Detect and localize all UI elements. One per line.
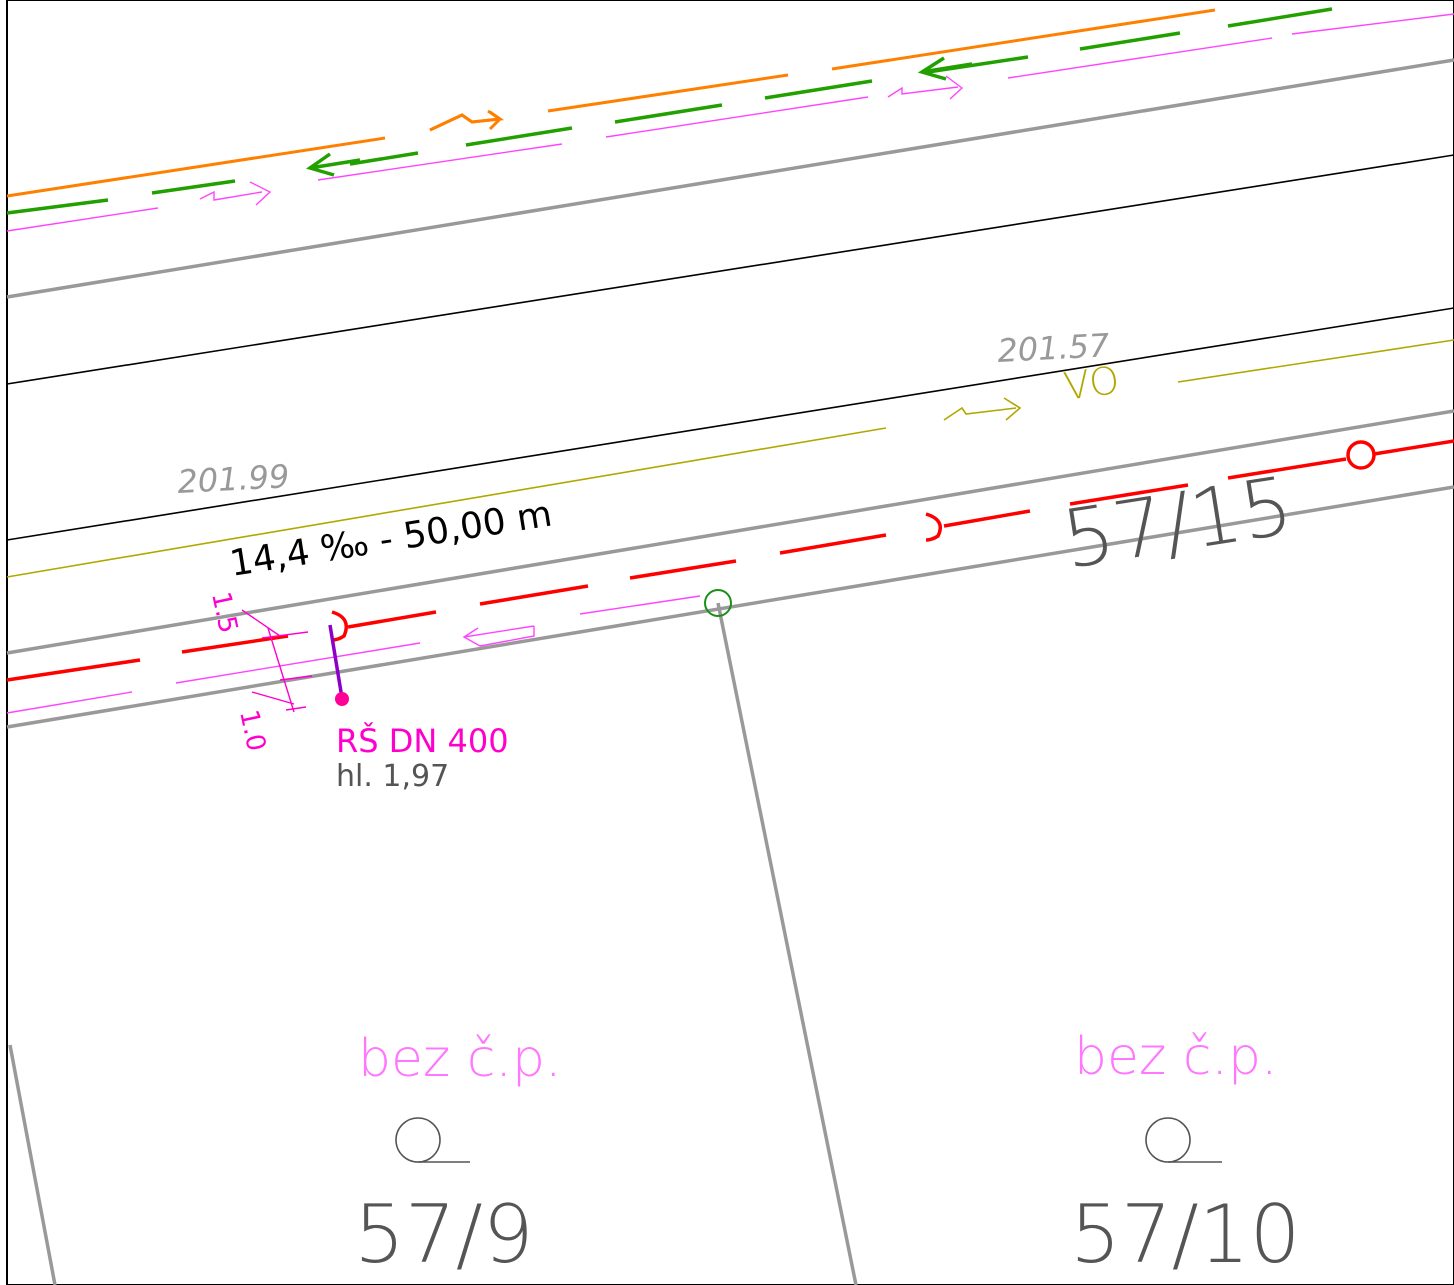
flow-arrow-icon — [462, 625, 535, 647]
drawing-frame — [6, 0, 1454, 1285]
parcel-number-label: 57/9 — [354, 1188, 534, 1281]
pipe-end-icon — [331, 610, 348, 642]
sewer-line — [6, 439, 1454, 682]
parcel-number-label: 57/15 — [1056, 459, 1298, 587]
flow-arrow-icon — [943, 397, 1022, 421]
elevation-label: 201.99 — [176, 457, 290, 501]
building-symbol-icon — [395, 1117, 470, 1163]
building-symbol-icon — [1145, 1117, 1222, 1163]
parcel-boundary-line — [6, 409, 1454, 655]
flow-arrow-icon — [306, 152, 361, 177]
manhole-depth-label: hl. 1,97 — [336, 759, 449, 794]
flow-arrow-icon — [199, 181, 272, 206]
manhole-name-label: RŠ DN 400 — [336, 721, 509, 760]
road-edge-lines — [6, 154, 1454, 541]
survey-point-icon — [704, 589, 732, 617]
parcel-boundary-line — [6, 58, 1454, 299]
parcel-boundary-line — [8, 1044, 57, 1285]
dimension-label: 1.5 — [205, 589, 243, 636]
flow-arrow-icon — [429, 109, 503, 132]
sewer-manhole — [328, 624, 349, 706]
parcel-boundaries — [6, 58, 1454, 1285]
parcel-number-label: 57/10 — [1070, 1188, 1301, 1281]
pipe-end-icon — [925, 512, 942, 542]
parcel-boundary-line — [716, 602, 858, 1285]
road-edge-line — [6, 154, 1454, 385]
sewer-node-icon — [1346, 440, 1376, 470]
manhole-icon — [335, 692, 349, 706]
gas-line — [6, 8, 1216, 198]
elevation-label: 201.57 — [996, 326, 1110, 370]
water-line — [6, 7, 1333, 215]
parcel-status-label: bez č.p. — [358, 1029, 561, 1089]
lighting-line — [6, 339, 1454, 578]
dimension-label: 1.0 — [233, 707, 271, 754]
lighting-code-label: VO — [1061, 358, 1122, 409]
parcel-status-label: bez č.p. — [1074, 1027, 1277, 1087]
flow-arrow-icon — [917, 56, 973, 81]
dimension-marks — [241, 609, 313, 713]
road-edge-line — [6, 307, 1454, 541]
flow-arrow-icon — [887, 75, 964, 100]
telecom-lines — [6, 13, 1454, 714]
